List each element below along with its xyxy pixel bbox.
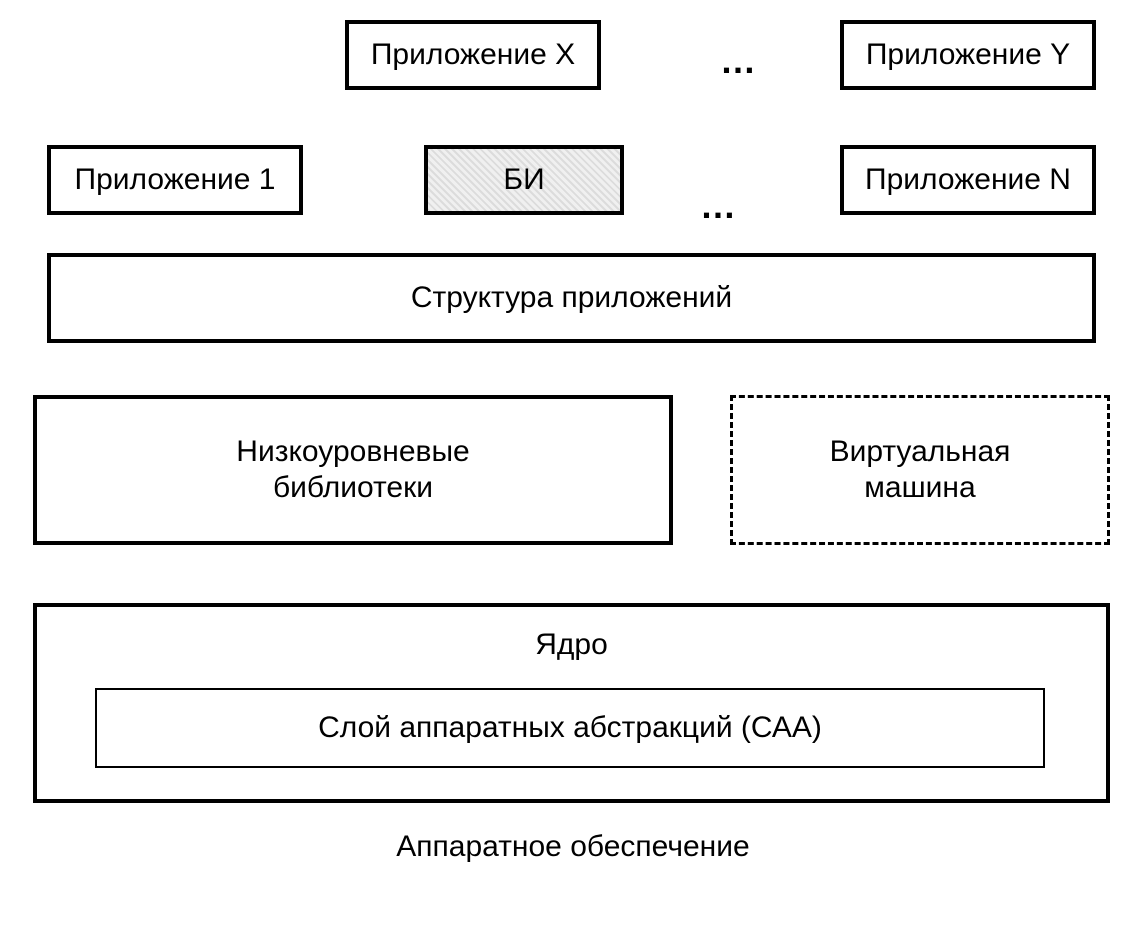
label-app-1: Приложение 1 — [75, 162, 276, 198]
label-hal: Слой аппаратных абстракций (САА) — [318, 710, 822, 746]
box-app-x: Приложение X — [345, 20, 601, 90]
label-app-n: Приложение N — [865, 162, 1071, 198]
box-app-n: Приложение N — [840, 145, 1096, 215]
label-kernel: Ядро — [535, 627, 608, 663]
ellipsis-mid: … — [700, 185, 738, 227]
label-app-x: Приложение X — [371, 37, 575, 73]
label-app-structure: Структура приложений — [411, 280, 732, 316]
label-hardware: Аппаратное обеспечение — [0, 830, 1146, 864]
label-vm: Виртуальная машина — [830, 434, 1011, 506]
box-bi: БИ — [424, 145, 624, 215]
box-low-libs: Низкоуровневые библиотеки — [33, 395, 673, 545]
box-app-y: Приложение Y — [840, 20, 1096, 90]
box-vm: Виртуальная машина — [730, 395, 1110, 545]
ellipsis-top: … — [720, 40, 758, 82]
box-app-1: Приложение 1 — [47, 145, 303, 215]
label-app-y: Приложение Y — [866, 37, 1070, 73]
box-hal: Слой аппаратных абстракций (САА) — [95, 688, 1045, 768]
label-low-libs: Низкоуровневые библиотеки — [236, 434, 469, 506]
box-app-structure: Структура приложений — [47, 253, 1096, 343]
label-bi: БИ — [503, 162, 544, 198]
